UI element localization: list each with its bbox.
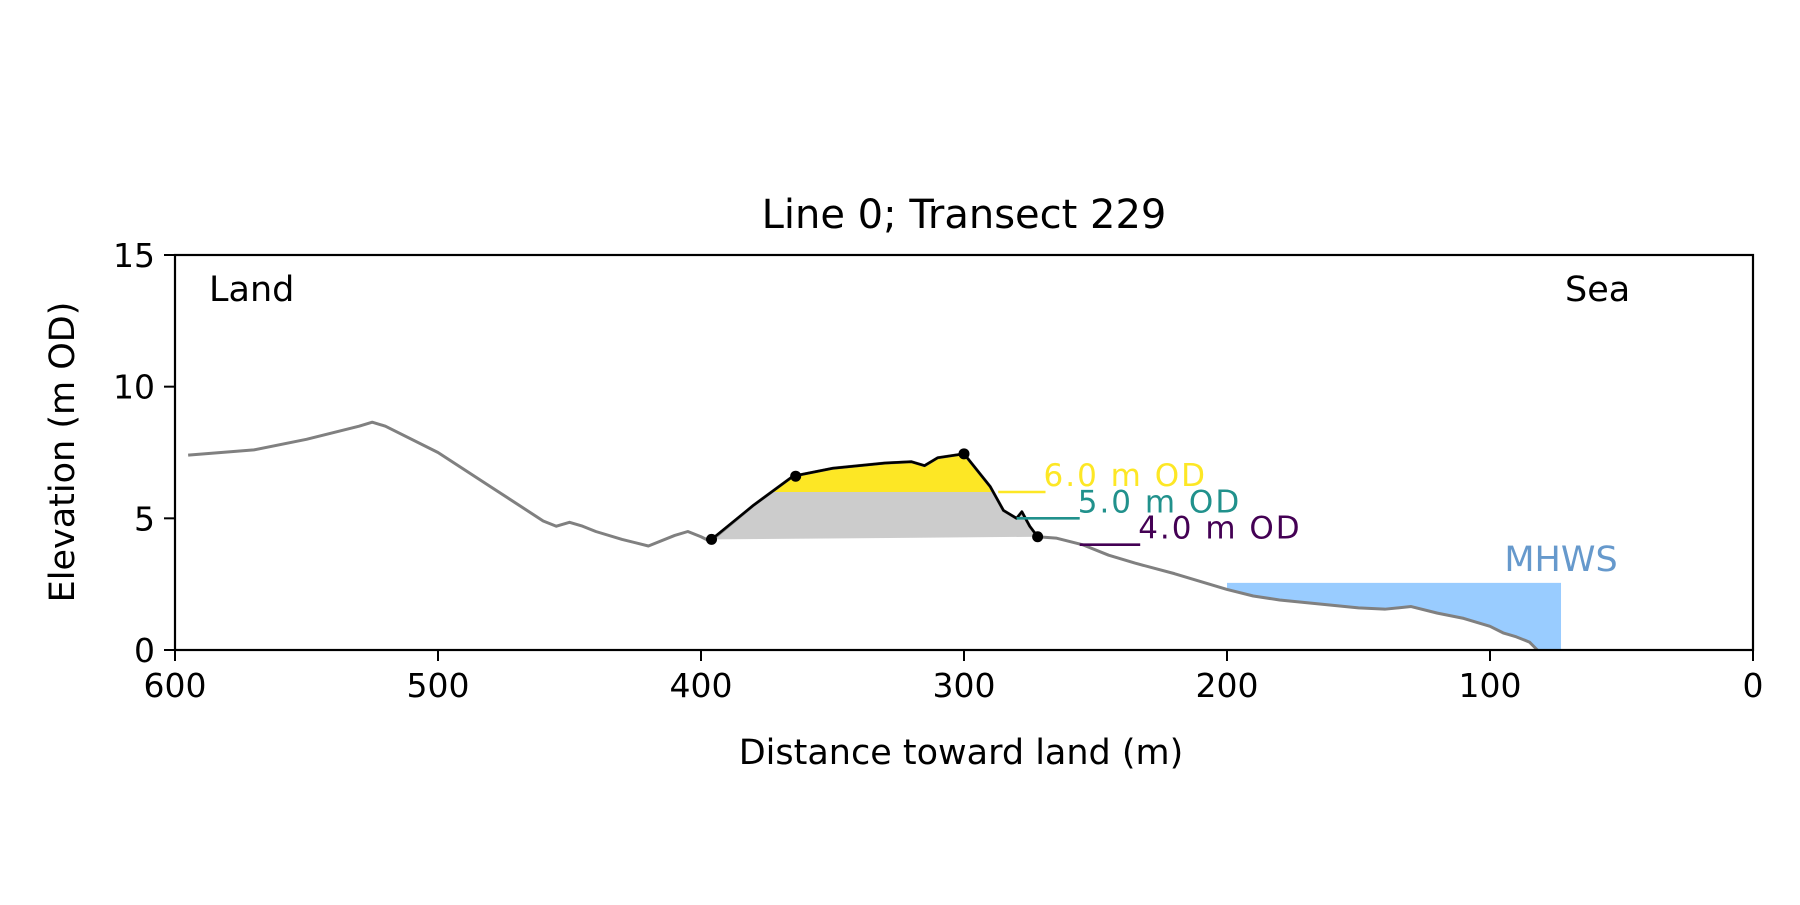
x-tick-label: 400: [670, 666, 733, 705]
mhws-label: MHWS: [1504, 540, 1617, 580]
sea-label: Sea: [1565, 270, 1630, 310]
y-axis-label: Elevation (m OD): [43, 302, 83, 603]
x-tick-label: 200: [1196, 666, 1259, 705]
x-tick-label: 600: [144, 666, 207, 705]
land-label: Land: [209, 270, 294, 310]
dune-above-6m-fill: [771, 453, 994, 492]
axes-layer: 600 500 400 300 200 100 0 0 5 10 15: [113, 236, 1764, 705]
dune-point: [1032, 531, 1044, 543]
x-axis-label: Distance toward land (m): [739, 733, 1184, 773]
level-label: 6.0 m OD: [1044, 458, 1207, 494]
chart-title: Line 0; Transect 229: [762, 192, 1167, 238]
dune-point: [790, 470, 802, 482]
fills-layer: [711, 453, 1562, 650]
y-tick-label: 10: [113, 368, 155, 407]
dune-point: [958, 448, 970, 460]
y-tick-label: 15: [113, 236, 155, 275]
x-tick-label: 500: [407, 666, 470, 705]
dune-point: [706, 533, 718, 545]
level-label: 4.0 m OD: [1138, 511, 1301, 547]
level-label: 5.0 m OD: [1078, 484, 1241, 520]
mhws-water-fill: [1227, 582, 1562, 650]
dune-outline-line: [710, 452, 1039, 541]
x-tick-label: 0: [1743, 666, 1764, 705]
y-tick-label: 5: [134, 499, 155, 538]
levels-layer: MHWS 6.0 m OD5.0 m OD4.0 m OD: [998, 458, 1618, 580]
x-tick-label: 300: [933, 666, 996, 705]
x-tick-label: 100: [1459, 666, 1522, 705]
series-layer: [188, 420, 1539, 652]
y-tick-label: 0: [134, 631, 155, 670]
